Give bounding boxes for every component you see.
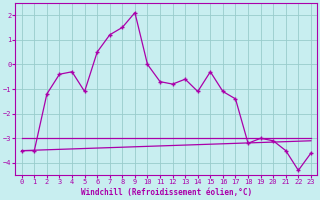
X-axis label: Windchill (Refroidissement éolien,°C): Windchill (Refroidissement éolien,°C) (81, 188, 252, 197)
